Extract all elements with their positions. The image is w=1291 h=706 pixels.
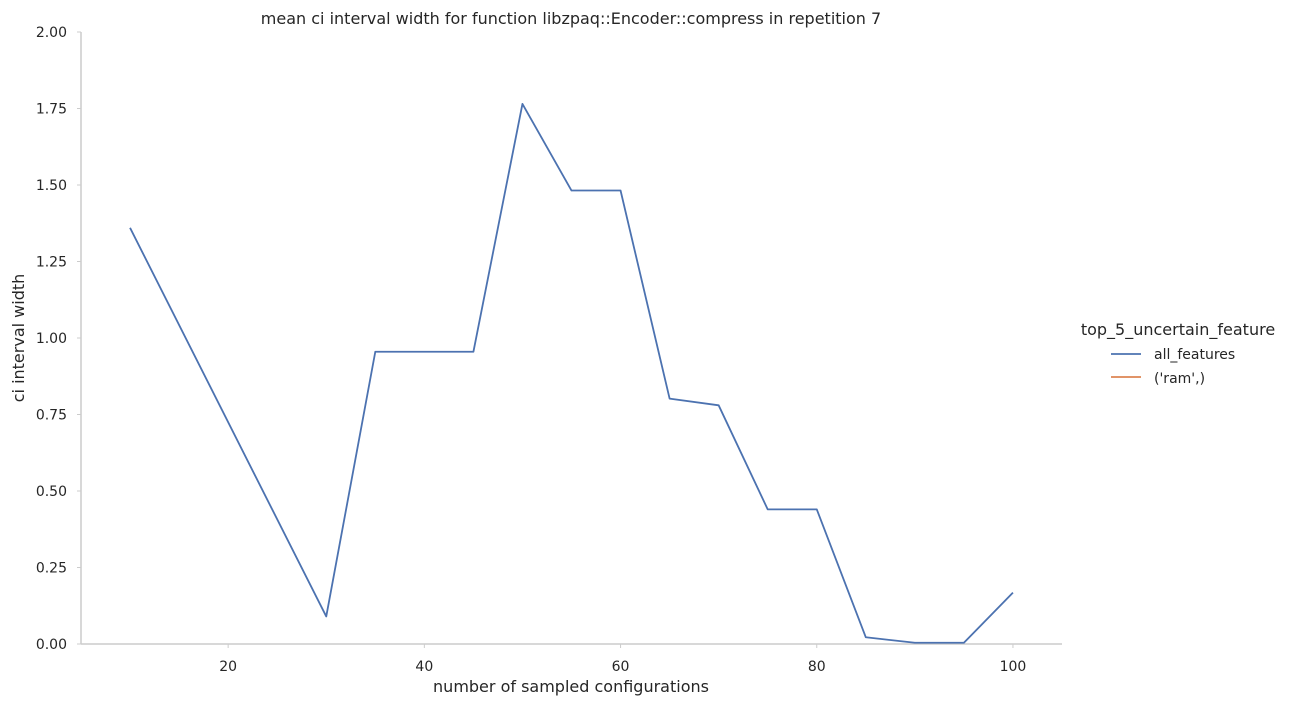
y-ticks: 0.00 0.25 0.50 0.75 1.00 1.25 1.50 1.75 2.00 [36, 25, 81, 653]
x-tick-label: 20 [219, 659, 237, 675]
legend-title: top_5_uncertain_feature [1081, 320, 1275, 340]
legend-label-all-features: all_features [1154, 347, 1235, 363]
x-tick-label: 40 [415, 659, 433, 675]
series-layer [129, 103, 1014, 644]
y-axis-label: ci interval width [9, 274, 28, 403]
x-ticks: 20 40 60 80 100 [219, 644, 1026, 675]
legend: top_5_uncertain_feature all_features ('r… [1081, 320, 1275, 387]
y-tick-label: 0.75 [36, 408, 67, 424]
x-tick-label: 100 [1000, 659, 1027, 675]
x-axis-label: number of sampled configurations [433, 677, 709, 696]
x-tick-label: 60 [612, 659, 630, 675]
x-tick-label: 80 [808, 659, 826, 675]
y-tick-label: 2.00 [36, 25, 67, 41]
y-tick-label: 1.75 [36, 102, 67, 118]
y-tick-label: 1.00 [36, 331, 67, 347]
y-tick-label: 1.25 [36, 255, 67, 271]
series-line-0 [129, 103, 1014, 644]
y-tick-label: 0.50 [36, 484, 67, 500]
legend-label-ram: ('ram',) [1154, 371, 1205, 387]
y-tick-label: 0.25 [36, 561, 67, 577]
y-tick-label: 1.50 [36, 178, 67, 194]
axes [80, 32, 1062, 645]
chart-title: mean ci interval width for function libz… [261, 9, 881, 28]
y-tick-label: 0.00 [36, 637, 67, 653]
